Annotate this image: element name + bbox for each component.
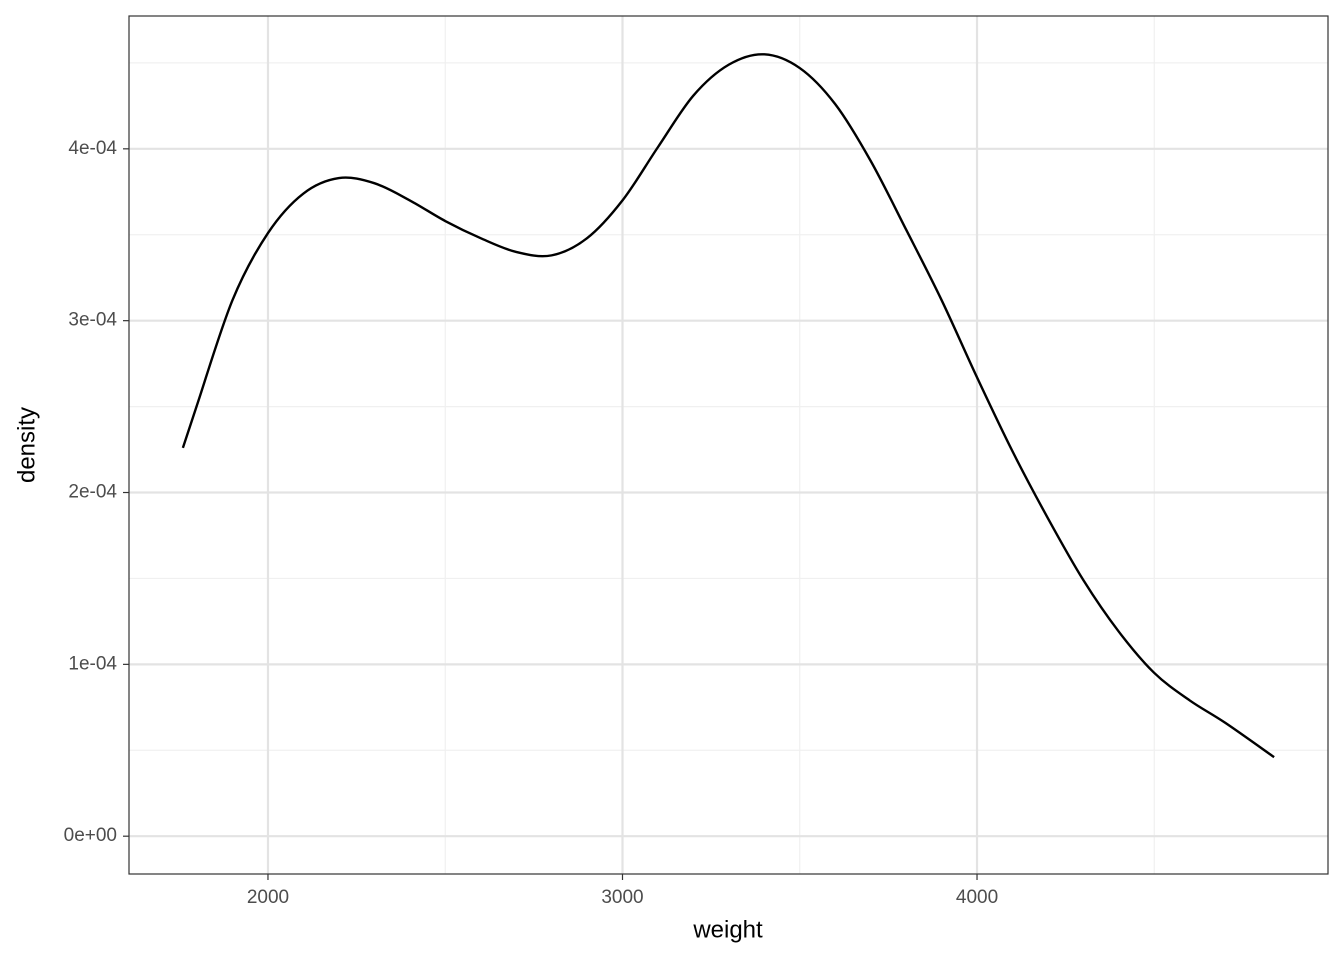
panel-border: [128, 15, 1329, 875]
y-tick-label: 2e-04: [68, 482, 117, 503]
x-axis-title: weight: [692, 916, 763, 943]
x-tick-label: 4000: [956, 887, 998, 908]
x-tick-label: 2000: [247, 887, 289, 908]
y-tick-label: 1e-04: [68, 653, 117, 674]
grid: [129, 16, 1328, 874]
x-tick-label: 3000: [601, 887, 643, 908]
y-tick-label: 0e+00: [64, 825, 117, 846]
y-axis-title: density: [13, 407, 40, 483]
density-line: [181, 53, 1275, 759]
y-tick-label: 3e-04: [68, 310, 117, 331]
plot: [181, 53, 1275, 759]
y-tick-label: 4e-04: [68, 138, 117, 159]
